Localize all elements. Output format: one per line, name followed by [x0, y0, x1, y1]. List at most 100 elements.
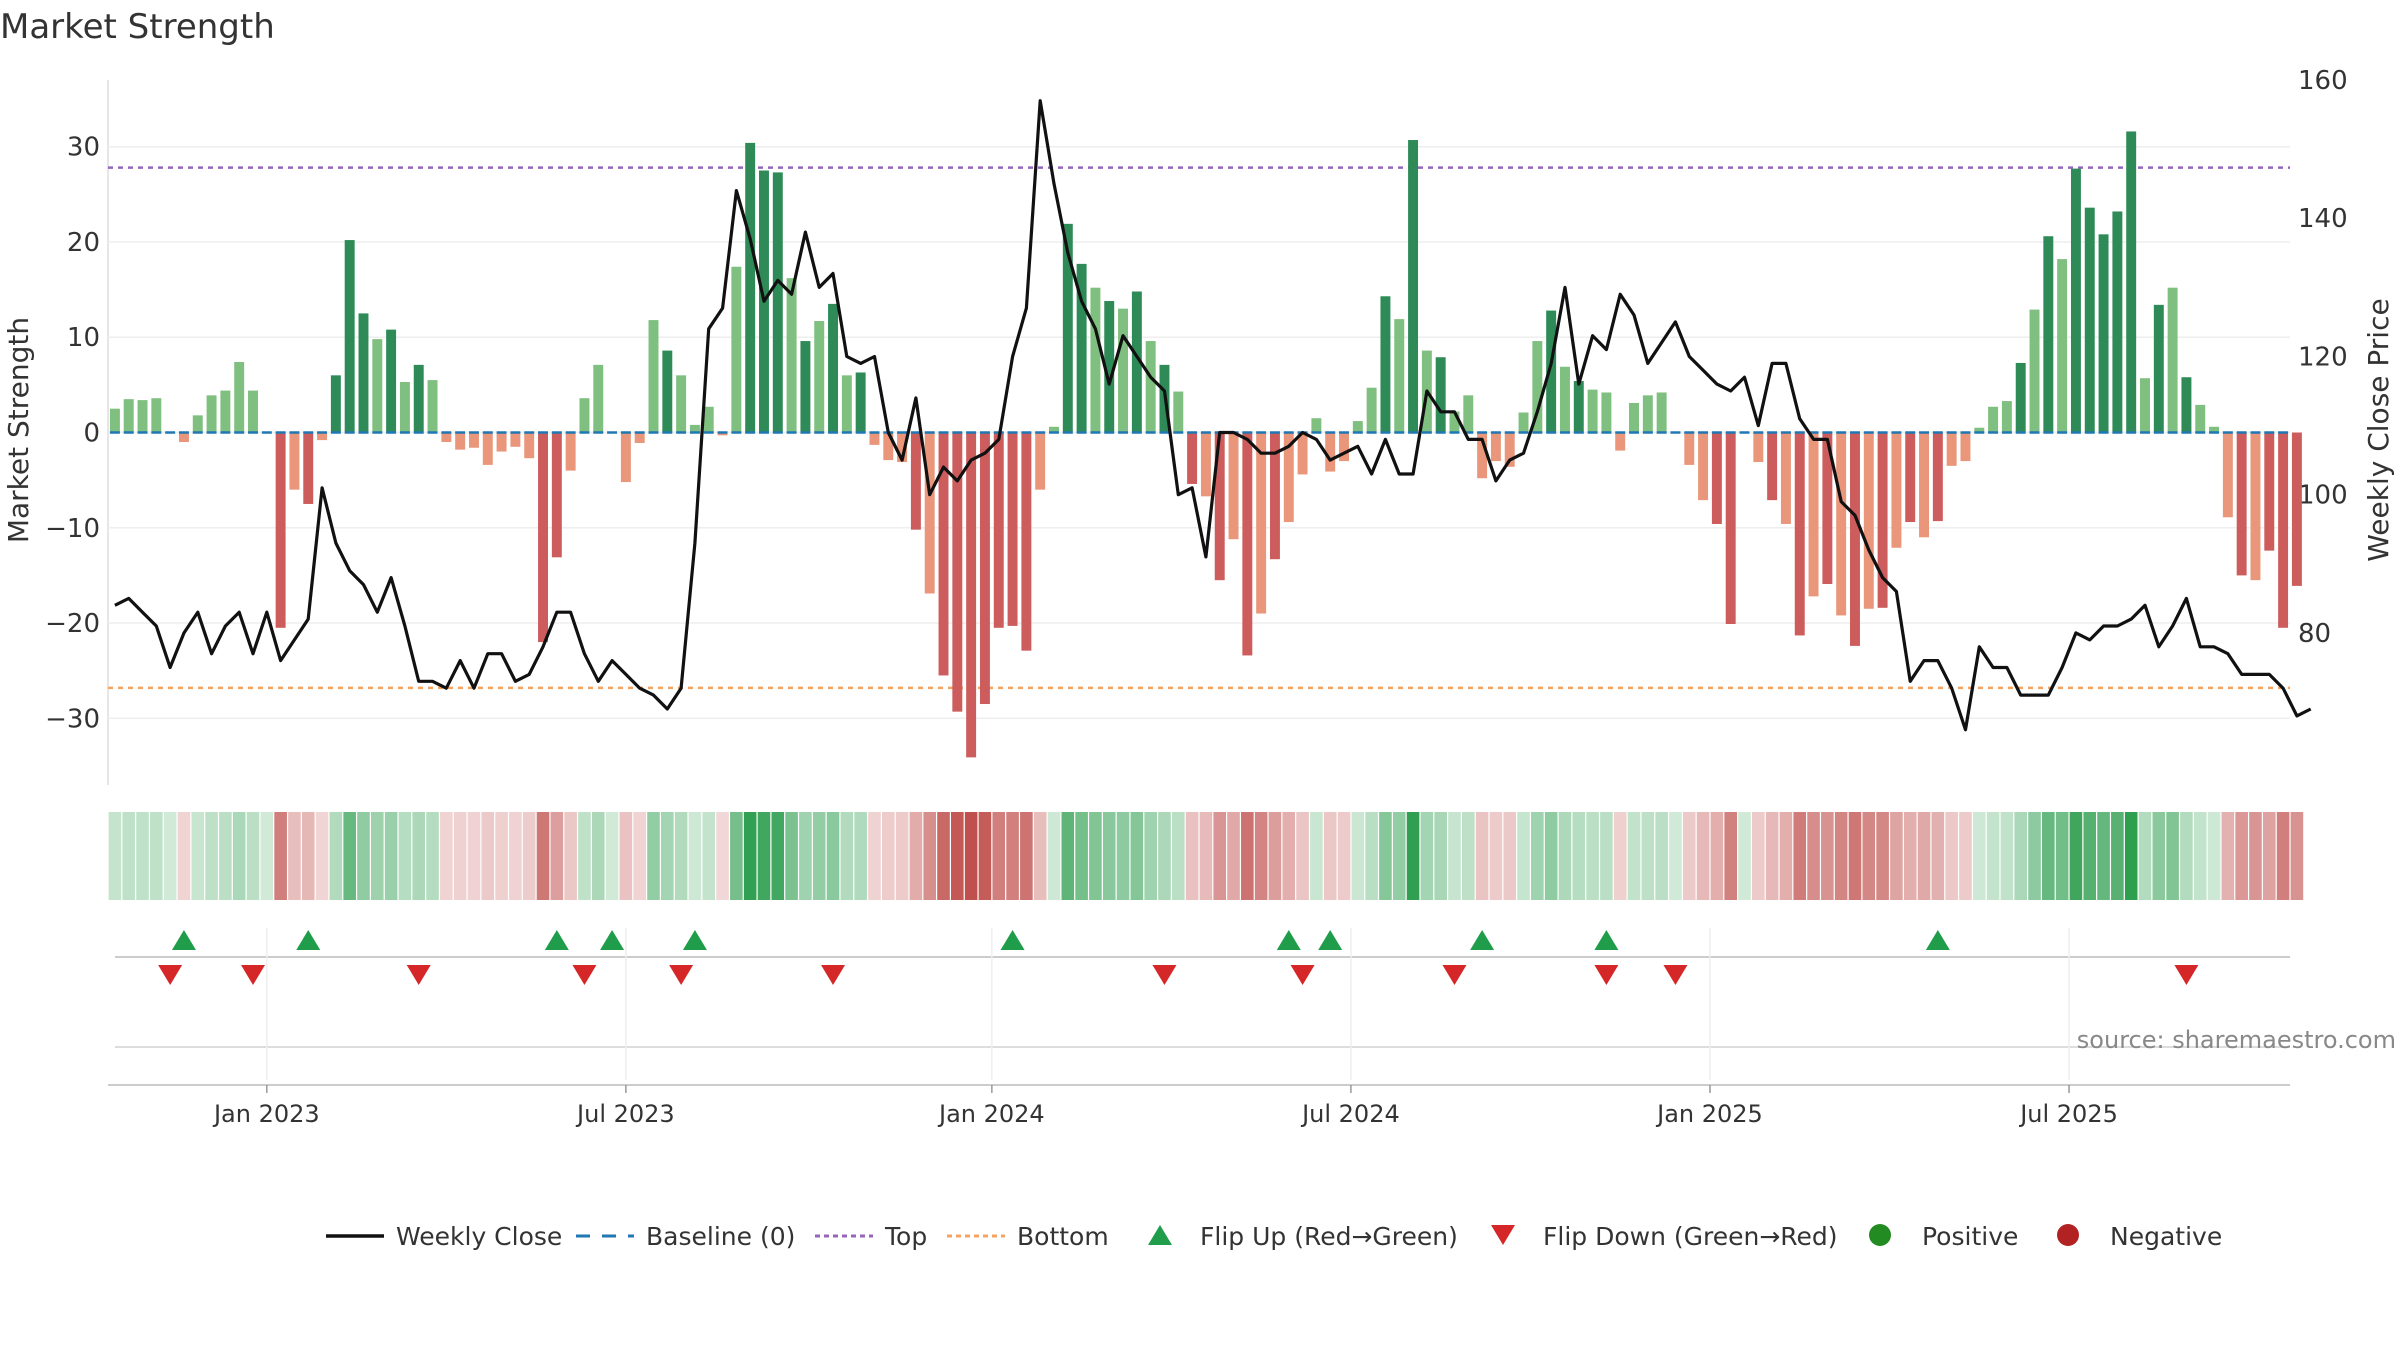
strength-bar — [1504, 432, 1515, 467]
strength-bar — [1118, 308, 1129, 433]
strip-cell — [2028, 812, 2041, 900]
strip-cell — [246, 812, 260, 900]
strength-bar — [814, 321, 825, 433]
legend-negative: Negative — [2057, 1222, 2222, 1251]
y-axis-label: Market Strength — [2, 317, 35, 543]
strip-cell — [771, 812, 785, 900]
strength-bar — [993, 432, 1004, 628]
strength-bar — [703, 406, 714, 433]
strength-bar — [828, 303, 839, 433]
flip-up-marker — [171, 930, 196, 950]
strip-cell — [467, 812, 481, 900]
flip-up-marker — [682, 930, 707, 950]
strip-cell — [702, 812, 716, 900]
strength-bar — [745, 142, 756, 433]
strip-cell — [1365, 812, 1378, 900]
strength-bar — [1339, 432, 1349, 462]
strip-cell — [2235, 812, 2248, 900]
reference-lines — [108, 166, 2290, 690]
strength-bar — [1615, 432, 1626, 451]
strip-cell — [1862, 812, 1876, 900]
strip-cell — [274, 812, 287, 900]
strength-bar — [358, 313, 369, 433]
strength-bar — [662, 350, 673, 433]
strength-bar — [1684, 432, 1695, 465]
strip-cell — [661, 812, 674, 900]
strength-bar — [1836, 432, 1847, 616]
chart-title: Market Strength — [0, 7, 275, 47]
strength-bar — [413, 364, 424, 433]
flip-markers — [115, 930, 2290, 1048]
strip-cell — [1420, 812, 1434, 900]
strip-cell — [2124, 812, 2138, 900]
strip-cell — [1876, 812, 1889, 900]
strip-cell — [481, 812, 495, 900]
strip-cell — [1765, 812, 1779, 900]
strip-cell — [1116, 812, 1130, 900]
strip-cell — [1213, 812, 1227, 900]
y-tick-label: 30 — [67, 133, 100, 163]
strip-cell — [1793, 812, 1807, 900]
strip-cell — [854, 812, 867, 900]
strip-cell — [1890, 812, 1903, 900]
legend-label: Weekly Close — [396, 1222, 562, 1251]
strip-cell — [688, 812, 702, 900]
strip-cell — [1848, 812, 1862, 900]
flip-down-marker — [406, 965, 431, 985]
strength-bar — [2029, 309, 2040, 433]
strip-cell — [674, 812, 688, 900]
flip-down-marker — [1442, 965, 1467, 985]
strip-cell — [1461, 812, 1475, 900]
strip-cell — [1738, 812, 1751, 900]
flip-up-marker — [1000, 930, 1025, 950]
strip-cell — [2083, 812, 2097, 900]
strip-cell — [2276, 812, 2290, 900]
strength-bar — [1062, 223, 1073, 433]
strength-bar — [924, 432, 935, 594]
strength-bar — [910, 432, 921, 530]
strip-cell — [1945, 812, 1958, 900]
strength-bar — [2112, 211, 2123, 433]
strength-bar — [455, 432, 466, 450]
strip-cell — [2193, 812, 2207, 900]
strip-cell — [591, 812, 605, 900]
strength-bar — [510, 432, 521, 447]
strip-cell — [398, 812, 412, 900]
strip-cell — [108, 812, 122, 900]
strength-bar — [1780, 432, 1791, 524]
weekly-close-line — [114, 99, 2312, 732]
strength-bar — [1380, 296, 1391, 433]
y-tick-label: −10 — [45, 514, 100, 544]
strip-cell — [1089, 812, 1102, 900]
strength-bar — [1877, 432, 1888, 608]
strength-bar — [399, 382, 410, 433]
strip-cell — [1489, 812, 1503, 900]
strength-bar — [2098, 234, 2109, 433]
strip-cell — [440, 812, 453, 900]
strength-bar — [1794, 432, 1805, 636]
strength-bar — [1366, 387, 1377, 433]
weekly-close-series — [114, 99, 2312, 732]
y2-tick-label: 120 — [2298, 342, 2348, 372]
strip-cell — [1310, 812, 1323, 900]
strength-bar — [1352, 421, 1363, 433]
x-tick-label: Jan 2023 — [212, 1100, 320, 1128]
strength-bar — [1173, 391, 1184, 433]
strip-cell — [1903, 812, 1917, 900]
strength-bar — [1974, 427, 1985, 433]
flip-up-marker — [1594, 930, 1619, 950]
strength-bar — [869, 432, 880, 445]
strip-cell — [1682, 812, 1696, 900]
strip-cell — [1158, 812, 1171, 900]
strip-cell — [1227, 812, 1240, 900]
strip-cell — [2249, 812, 2262, 900]
strength-bar — [1518, 412, 1529, 433]
strip-cell — [1006, 812, 1019, 900]
strip-cell — [1779, 812, 1793, 900]
legend-positive: Positive — [1869, 1222, 2018, 1251]
strip-cell — [2262, 812, 2276, 900]
legend-label: Flip Up (Red→Green) — [1200, 1222, 1458, 1251]
y2-axis-label: Weekly Close Price — [2362, 298, 2395, 561]
legend-top: Top — [815, 1222, 927, 1251]
strip-cell — [1061, 812, 1075, 900]
